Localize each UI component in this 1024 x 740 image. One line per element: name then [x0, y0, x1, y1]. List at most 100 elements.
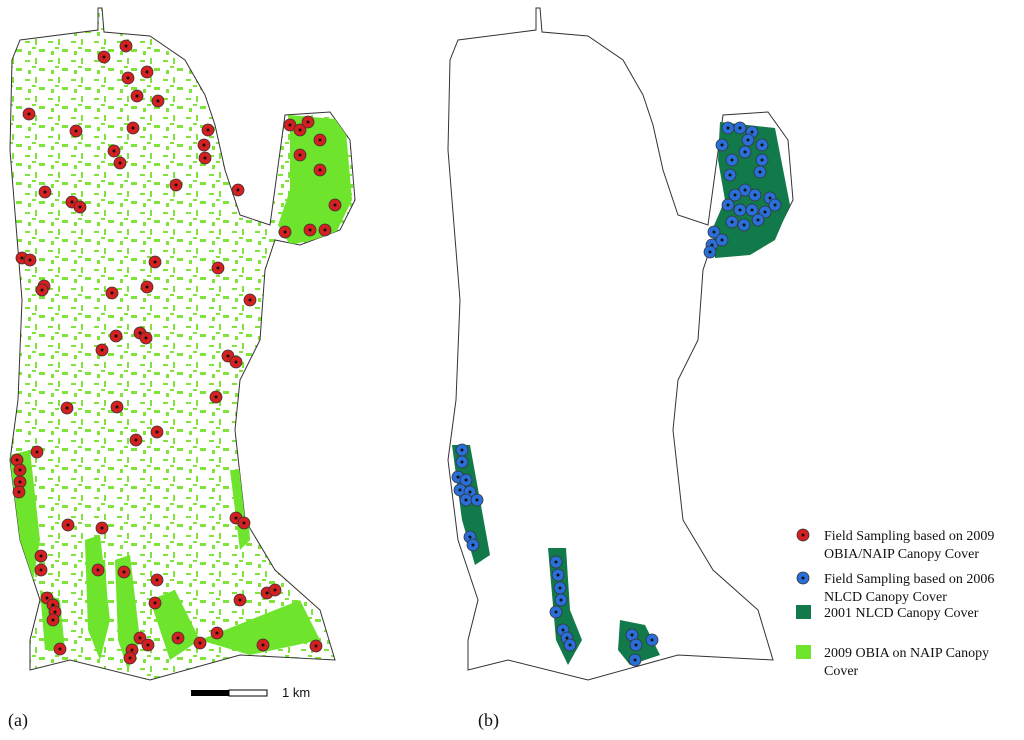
sample-point-center: [743, 188, 747, 192]
sample-point-center: [135, 94, 139, 98]
sample-point-center: [39, 568, 43, 572]
sample-point-center: [559, 598, 563, 602]
sample-point-center: [630, 633, 634, 637]
sample-point-center: [556, 573, 560, 577]
sample-point-center: [743, 150, 747, 154]
sample-point-center: [750, 130, 754, 134]
panel-b-map: [447, 7, 794, 681]
legend-swatch: [796, 605, 811, 619]
sample-point-center: [17, 490, 21, 494]
sample-point-center: [28, 258, 32, 262]
sample-point-center: [468, 490, 472, 494]
sample-point-center: [763, 210, 767, 214]
sample-point-center: [124, 44, 128, 48]
sample-point-center: [283, 230, 287, 234]
sample-point-center: [174, 183, 178, 187]
sample-point-center: [265, 591, 269, 595]
sample-point-center: [753, 193, 757, 197]
sample-point-center: [742, 223, 746, 227]
sample-point-center: [112, 149, 116, 153]
sample-point-center: [475, 498, 479, 502]
sample-point-center: [214, 395, 218, 399]
sample-point-center: [238, 598, 242, 602]
sample-point-center: [78, 205, 82, 209]
sample-point-center: [458, 488, 462, 492]
sample-point-center: [102, 55, 106, 59]
sample-point-center: [216, 266, 220, 270]
sample-point-center: [45, 596, 49, 600]
sample-point-center: [773, 203, 777, 207]
sample-point-center: [242, 521, 246, 525]
sample-point-center: [333, 203, 337, 207]
sample-point-center: [122, 570, 126, 574]
sample-point-center: [202, 143, 206, 147]
sample-point-center: [153, 601, 157, 605]
sample-point-center: [20, 256, 24, 260]
sample-point-center: [558, 586, 562, 590]
sample-point-center: [66, 523, 70, 527]
sample-point-center: [306, 120, 310, 124]
sample-point-center: [18, 480, 22, 484]
sample-point-center: [323, 228, 327, 232]
sample-point-center: [456, 475, 460, 479]
legend: Field Sampling based on 2009 OBIA/NAIP Ca…: [796, 528, 994, 679]
sample-point-center: [58, 647, 62, 651]
sample-point-center: [100, 526, 104, 530]
sample-point-center: [236, 188, 240, 192]
legend-label: Field Sampling based on 2009: [824, 529, 994, 544]
field-samples-2009: [10, 39, 342, 665]
sample-point-center: [464, 478, 468, 482]
sample-point-center: [768, 196, 772, 200]
scale-label: 1 km: [282, 685, 310, 700]
sample-point-center: [708, 250, 712, 254]
legend-label: Field Sampling based on 2006: [824, 572, 994, 587]
sample-point-center: [65, 406, 69, 410]
sample-point-center: [115, 405, 119, 409]
sample-point-center: [554, 610, 558, 614]
sample-point-center: [801, 576, 805, 580]
sample-point-center: [43, 190, 47, 194]
sample-point-center: [801, 533, 805, 537]
scale-bar: 1 km: [191, 685, 310, 700]
sample-point-center: [633, 658, 637, 662]
sample-point-center: [460, 460, 464, 464]
sample-point-center: [114, 334, 118, 338]
sample-point-center: [138, 331, 142, 335]
sample-point-center: [471, 543, 475, 547]
sample-point-center: [128, 656, 132, 660]
sample-point-center: [156, 99, 160, 103]
sample-point-center: [176, 636, 180, 640]
sample-point-center: [464, 498, 468, 502]
sample-point-center: [712, 230, 716, 234]
sample-point-center: [248, 298, 252, 302]
sample-point-center: [39, 554, 43, 558]
sample-point-center: [203, 156, 207, 160]
field-samples-2006: [451, 121, 782, 667]
sample-point-center: [234, 360, 238, 364]
panel-label: (b): [478, 710, 499, 731]
sample-point-center: [138, 636, 142, 640]
sample-point-center: [40, 288, 44, 292]
sample-point-center: [130, 648, 134, 652]
sample-point-center: [738, 126, 742, 130]
sample-point-center: [314, 644, 318, 648]
sample-point-center: [126, 76, 130, 80]
panel-label: (a): [8, 710, 28, 731]
sample-point-center: [215, 631, 219, 635]
legend-label: NLCD Canopy Cover: [824, 590, 947, 605]
sample-point-center: [145, 285, 149, 289]
sample-point-center: [27, 112, 31, 116]
sample-point-center: [144, 336, 148, 340]
sample-point-center: [760, 143, 764, 147]
sample-point-center: [131, 126, 135, 130]
sample-point-center: [226, 354, 230, 358]
legend-label: 2001 NLCD Canopy Cover: [824, 606, 979, 621]
sample-point-center: [155, 578, 159, 582]
sample-point-center: [565, 636, 569, 640]
sample-point-center: [134, 438, 138, 442]
sample-point-center: [746, 138, 750, 142]
sample-point-center: [318, 168, 322, 172]
panel-a-map: [9, 7, 356, 681]
sample-point-center: [70, 200, 74, 204]
